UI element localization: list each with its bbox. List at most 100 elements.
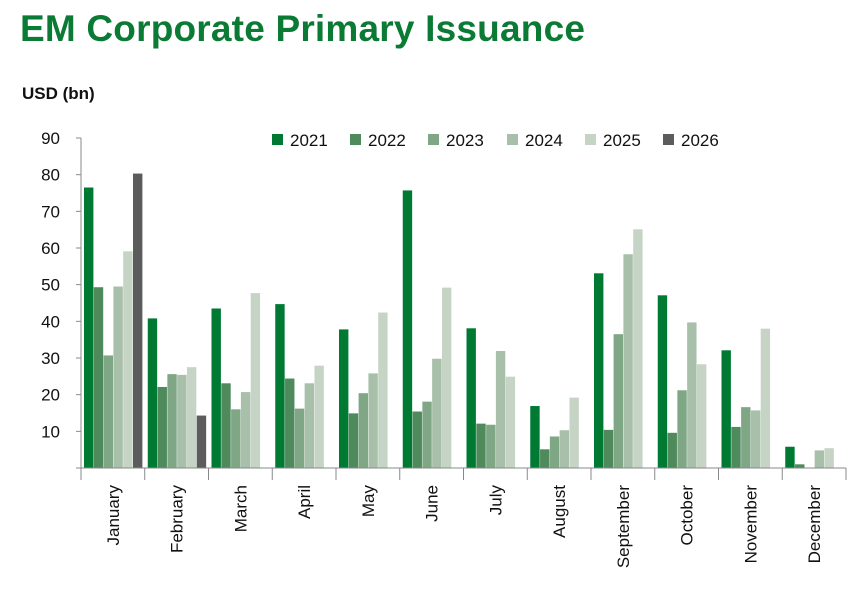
bar-2021-june [402,190,413,468]
bar-2023-may [358,393,368,468]
bar-2021-july [466,328,476,468]
legend-swatch-2026 [663,134,674,145]
chart-axes: 10 20 30 40 50 60 70 80 90 January February March Ap… [41,129,847,568]
x-category-label-december: December [805,485,824,564]
y-axis-unit-label: USD (bn) [22,84,95,103]
x-category-label-june: June [423,485,442,522]
bar-2024-may [368,373,378,468]
legend-label-2023: 2023 [446,131,484,150]
bar-2021-august [530,406,540,468]
bar-2022-april [285,378,295,468]
bar-2022-november [731,426,741,468]
legend-label-2024: 2024 [525,131,563,150]
legend-swatch-2023 [428,134,439,145]
chart-bars [84,173,834,468]
bar-2023-april [294,408,305,468]
bar-2025-march [250,293,261,468]
bar-2025-april [314,365,324,468]
y-tick-label-20: 20 [41,386,60,405]
legend-label-2021: 2021 [290,131,328,150]
bar-2024-november [750,410,761,468]
x-category-label-july: July [486,485,505,516]
bar-2023-november [741,407,751,468]
bar-2022-march [221,383,231,468]
bar-2024-april [304,383,315,468]
bar-2021-december [785,446,795,468]
bar-2025-may [378,312,388,468]
bar-2024-march [240,392,251,468]
y-tick-label-10: 10 [41,422,60,441]
bar-2023-august [549,436,560,468]
x-category-label-september: September [614,485,633,568]
bar-2023-february [167,374,177,468]
bar-2024-september [623,254,633,468]
bar-2026-february [196,415,207,468]
bar-2025-november [760,328,771,468]
bar-2023-july [486,424,496,468]
x-category-label-january: January [104,485,123,546]
bar-2022-january [93,287,104,468]
y-tick-label-60: 60 [41,239,60,258]
bar-2025-december [824,448,834,468]
x-category-label-march: March [231,485,250,532]
bar-2023-march [231,409,241,468]
bar-2022-july [476,423,486,468]
x-category-label-november: November [741,485,760,564]
y-tick-label-70: 70 [41,202,60,221]
bar-2024-october [687,322,697,468]
legend-label-2022: 2022 [368,131,406,150]
bar-2025-july [505,376,516,468]
x-category-label-october: October [678,485,697,546]
bar-2021-february [147,318,158,468]
bar-2024-december [814,450,825,468]
bar-2024-january [113,286,123,468]
bar-2025-june [441,287,452,468]
bar-2023-october [677,390,687,468]
bar-2026-january [133,173,143,468]
bar-2025-august [569,397,579,468]
legend-swatch-2022 [350,134,361,145]
bar-2021-october [657,295,668,468]
bar-2022-september [603,429,614,468]
y-tick-label-30: 30 [41,349,60,368]
bar-2022-may [348,413,359,468]
x-category-label-february: February [168,485,187,554]
bar-2022-february [157,386,167,468]
bar-2023-january [103,355,113,468]
bar-2024-august [559,430,570,468]
bar-2022-june [412,411,422,468]
bar-2021-september [594,273,604,468]
x-category-label-may: May [359,485,378,518]
bar-2025-february [186,367,197,468]
y-tick-label-90: 90 [41,129,60,148]
legend-label-2026: 2026 [681,131,719,150]
chart-legend: 2021 2022 2023 2024 2025 2026 [272,131,719,150]
legend-label-2025: 2025 [603,131,641,150]
x-category-label-april: April [295,485,314,519]
x-category-label-august: August [550,485,569,538]
bar-2023-june [422,401,432,468]
bar-2024-june [432,358,442,468]
bar-2024-february [177,374,187,468]
legend-swatch-2021 [272,134,283,145]
y-tick-label-40: 40 [41,312,60,331]
bar-2024-july [495,351,506,468]
bar-2021-april [275,304,285,468]
y-tick-label-80: 80 [41,166,60,185]
y-tick-label-50: 50 [41,276,60,295]
bar-2021-may [339,329,349,468]
bar-2021-november [721,350,731,468]
bar-2025-october [696,364,707,468]
legend-swatch-2024 [507,134,518,145]
bar-2022-december [795,464,805,468]
bar-2021-january [84,187,94,468]
legend-swatch-2025 [585,134,596,145]
bar-2022-august [540,449,550,468]
bar-2022-october [667,432,677,468]
page-title: EM Corporate Primary Issuance [20,8,586,49]
bar-2021-march [211,308,221,468]
bar-2023-september [613,334,623,468]
bar-2025-january [123,251,133,468]
bar-2025-september [633,229,643,468]
